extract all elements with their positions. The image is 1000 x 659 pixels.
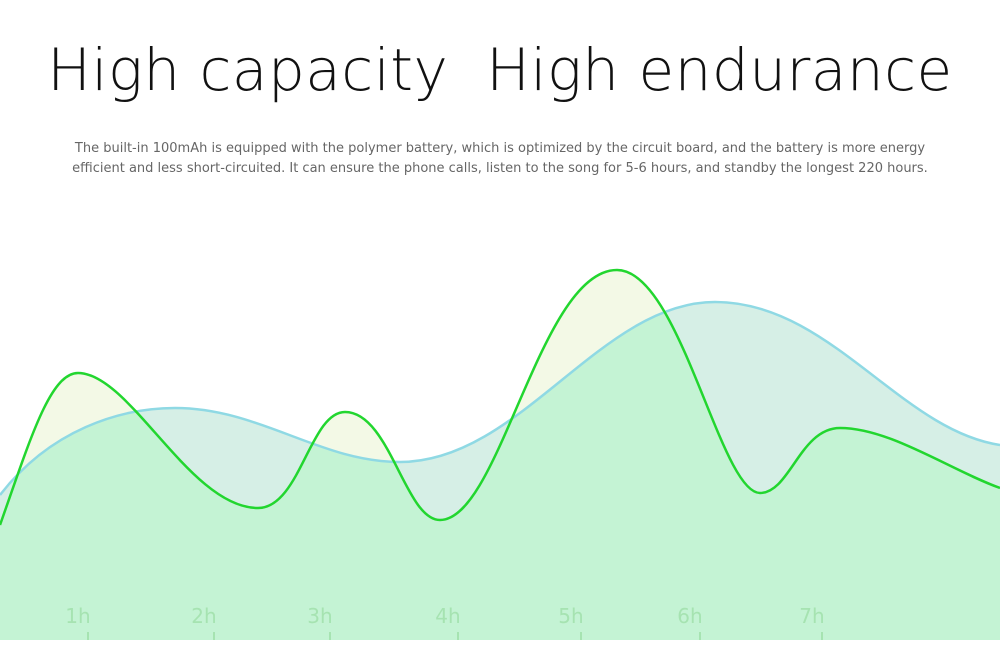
green-line	[0, 268, 1000, 526]
description-line: efficient and less short-circuited. It c…	[72, 161, 928, 176]
time-label: 2h	[191, 604, 216, 628]
time-labels: 1h 2h 3h 4h 5h 6h 7h	[65, 604, 825, 640]
cyan-line	[0, 300, 1000, 496]
time-label: 1h	[65, 604, 90, 628]
time-label: 6h	[677, 604, 702, 628]
time-label: 4h	[435, 604, 460, 628]
time-label: 7h	[799, 604, 824, 628]
title: High capacity High endurance	[47, 36, 953, 104]
time-label: 3h	[307, 604, 332, 628]
time-label: 5h	[558, 604, 583, 628]
overlap-area	[0, 302, 1000, 640]
description-line: The built-in 100mAh is equipped with the…	[74, 141, 926, 156]
